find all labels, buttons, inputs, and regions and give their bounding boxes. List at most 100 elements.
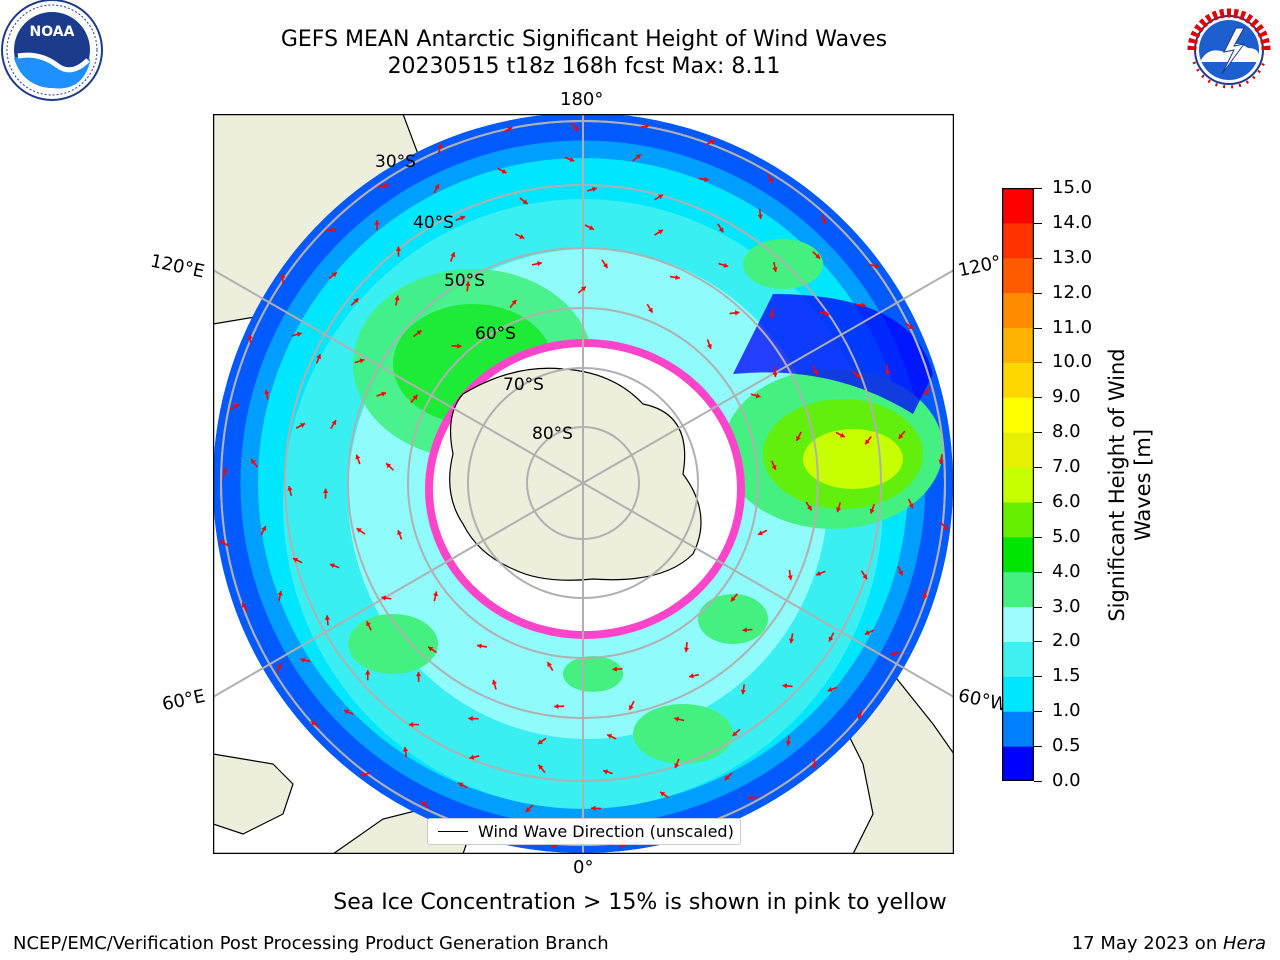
wave-direction-arrowhead xyxy=(811,764,817,769)
wave-direction-arrowhead xyxy=(381,391,387,397)
wave-direction-arrowhead xyxy=(785,741,792,746)
footer-date: 17 May 2023 on Hera xyxy=(1072,933,1266,954)
wave-direction-arrowhead xyxy=(415,671,422,677)
wave-direction-arrowhead xyxy=(813,370,818,376)
wave-direction-arrowhead xyxy=(394,295,400,301)
colorbar-tick-mark xyxy=(1034,676,1042,678)
wave-direction-arrowhead xyxy=(821,219,827,225)
wave-direction-arrowhead xyxy=(412,395,418,400)
wave-direction-arrowhead xyxy=(683,647,690,652)
colorbar-block xyxy=(1002,432,1034,468)
wave-direction-arrowhead xyxy=(316,354,322,360)
wave-direction-arrowhead xyxy=(908,503,914,509)
wave-direction-arrowhead xyxy=(884,370,891,376)
wave-direction-arrowhead xyxy=(293,557,299,563)
wave-direction-arrowhead xyxy=(938,459,944,465)
colorbar-block xyxy=(1002,641,1034,677)
wave-direction-arrowhead xyxy=(855,372,861,378)
colorbar-tick-mark xyxy=(1034,257,1042,259)
wave-direction-arrowhead xyxy=(428,646,434,652)
colorbar-tick-mark xyxy=(1034,292,1042,294)
wave-direction-arrowhead xyxy=(468,715,473,722)
wave-direction-arrowhead xyxy=(629,705,634,711)
wave-direction-arrowhead xyxy=(730,596,736,602)
wave-direction-arrowhead xyxy=(287,486,293,491)
lat-label-30s: 30°S xyxy=(375,152,416,172)
wave-direction-arrowhead xyxy=(511,299,517,305)
colorbar-block xyxy=(1002,327,1034,363)
wave-direction-arrowhead xyxy=(591,805,596,811)
wave-direction-arrowhead xyxy=(386,463,392,469)
colorbar-tick-mark xyxy=(1034,606,1042,608)
colorbar-block xyxy=(1002,501,1034,538)
wave-direction-arrowhead xyxy=(839,432,845,438)
wave-direction-arrowhead xyxy=(862,574,867,580)
wave-direction-arrowhead xyxy=(458,782,464,788)
colorbar-tick-label: 6.0 xyxy=(1052,490,1081,512)
wave-direction-arrowhead xyxy=(657,194,663,200)
wave-direction-arrowhead xyxy=(353,298,359,304)
wave-direction-arrowhead xyxy=(769,313,775,319)
wave-direction-arrowhead xyxy=(384,183,389,189)
wave-direction-arrowhead xyxy=(360,771,365,777)
colorbar-tick-mark xyxy=(1034,397,1042,399)
wave-direction-arrowhead xyxy=(300,657,306,663)
wave-direction-arrowhead xyxy=(247,334,253,339)
colorbar-block xyxy=(1002,397,1034,433)
colorbar-tick-mark xyxy=(1034,711,1042,713)
wave-direction-arrowhead xyxy=(264,389,270,395)
lat-label-40s: 40°S xyxy=(413,213,454,233)
wave-direction-arrowhead xyxy=(322,488,329,493)
colorbar-tick-mark xyxy=(1034,536,1042,538)
wave-direction-arrowhead xyxy=(416,330,422,336)
wave-direction-arrowhead xyxy=(782,683,788,689)
colorbar-tick-label: 12.0 xyxy=(1052,281,1093,303)
wave-direction-arrowhead xyxy=(723,262,729,268)
wave-direction-arrowhead xyxy=(276,663,282,669)
colorbar-block xyxy=(1002,711,1034,747)
wave-direction-arrowhead xyxy=(547,662,552,668)
wave-direction-arrowhead xyxy=(648,307,653,313)
wave-direction-arrowhead xyxy=(356,528,362,533)
wave-direction-arrowhead xyxy=(924,390,930,396)
map-legend: Wind Wave Direction (unscaled) xyxy=(427,818,741,845)
wave-direction-arrowhead xyxy=(658,229,664,235)
wave-direction-arrowhead xyxy=(381,595,387,601)
wave-direction-arrowhead xyxy=(865,439,870,445)
wave-direction-arrowhead xyxy=(491,679,498,685)
wave-direction-arrowhead xyxy=(689,673,694,679)
colorbar-block xyxy=(1002,188,1034,224)
wave-direction-arrowhead xyxy=(331,272,337,278)
wave-direction-arrowhead xyxy=(607,734,613,739)
colorbar-tick-mark xyxy=(1034,362,1042,364)
wave-direction-arrowhead xyxy=(827,687,833,692)
lon-label-0: 0° xyxy=(573,857,594,878)
colorbar-tick-mark xyxy=(1034,432,1042,434)
colorbar-tick-label: 13.0 xyxy=(1052,246,1093,268)
wave-direction-arrowhead xyxy=(296,331,302,337)
colorbar-tick-mark xyxy=(1034,781,1042,782)
wave-direction-arrowhead xyxy=(409,722,414,728)
wave-direction-arrowhead xyxy=(772,372,778,378)
wave-direction-arrowhead xyxy=(344,709,350,715)
wave-direction-arrowhead xyxy=(674,716,679,722)
wave-direction-arrowhead xyxy=(660,791,666,797)
wave-direction-arrowhead xyxy=(469,754,475,760)
wave-direction-arrowhead xyxy=(233,404,239,409)
chart-subtitle: 20230515 t18z 168h fcst Max: 8.11 xyxy=(387,54,781,79)
lon-label-120w: 120° xyxy=(956,251,1004,282)
wave-direction-arrowhead xyxy=(824,310,830,317)
wave-direction-arrowhead xyxy=(757,530,763,536)
wave-direction-arrowhead xyxy=(706,343,712,349)
lon-label-60e: 60°E xyxy=(160,685,207,716)
wave-direction-arrowhead xyxy=(365,670,371,675)
colorbar-tick-label: 4.0 xyxy=(1052,560,1081,582)
wave-direction-arrowhead xyxy=(331,420,337,426)
wave-direction-arrowhead xyxy=(718,227,724,233)
wave-direction-arrows xyxy=(219,122,949,848)
colorbar-block xyxy=(1002,257,1034,294)
wave-direction-arrowhead xyxy=(591,186,597,192)
wave-direction-arrowhead xyxy=(300,423,306,428)
wave-direction-arrowhead xyxy=(538,764,544,770)
legend-line xyxy=(438,831,468,832)
